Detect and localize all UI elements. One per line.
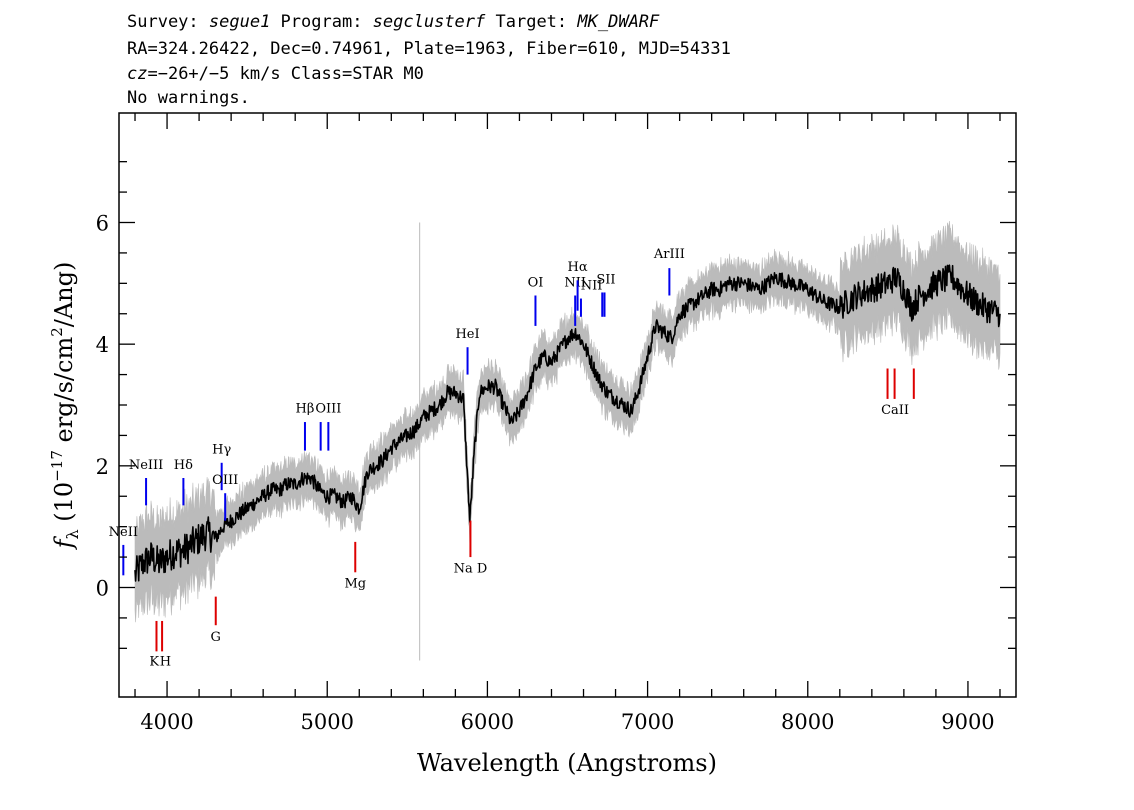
x-tick-label-8000: 8000 xyxy=(781,710,834,734)
y-tick-label-2: 2 xyxy=(96,455,109,479)
emission-label-11: Hα xyxy=(568,260,588,275)
x-tick-label-9000: 9000 xyxy=(941,710,994,734)
header-line-1: Survey: segue1 Program: segclusterf Targ… xyxy=(127,12,660,32)
absorption-label-3: Mg xyxy=(344,577,366,592)
emission-label-9: OI xyxy=(528,275,544,290)
noise-band xyxy=(134,220,1001,661)
emission-label-5: Hβ xyxy=(296,401,315,416)
x-tick-label-6000: 6000 xyxy=(461,710,514,734)
emission-label-3: Hγ xyxy=(212,443,231,458)
survey-value: segue1 xyxy=(208,12,271,32)
absorption-label-4: Na D xyxy=(454,561,488,576)
emission-label-4: OIII xyxy=(212,473,238,488)
header-line-3: cz=−26+/−5 km/s Class=STAR M0 xyxy=(127,64,424,84)
axes: 4000 5000 6000 7000 8000 9000 0 2 4 6 xyxy=(96,112,1017,734)
flux-series xyxy=(134,264,1001,582)
emission-label-1: NeIII xyxy=(129,458,163,473)
header-line-4: No warnings. xyxy=(127,88,250,108)
x-axis-label: Wavelength (Angstroms) xyxy=(417,749,717,777)
target-value: MK_DWARF xyxy=(577,12,660,32)
y-axis-label: fλ (10−17 erg/s/cm2/Ang) xyxy=(48,262,82,551)
absorption-label-6: CaII xyxy=(881,403,909,418)
emission-label-13: SII xyxy=(596,272,615,287)
y-tick-label-4: 4 xyxy=(96,333,109,357)
y-tick-label-6: 6 xyxy=(96,212,109,236)
emission-label-0: NeII xyxy=(109,525,138,540)
emission-label-12: NII xyxy=(581,278,603,293)
emission-label-15: ArIII xyxy=(653,247,685,262)
emission-label-2: Hδ xyxy=(174,458,193,473)
x-tick-label-4000: 4000 xyxy=(140,710,193,734)
absorption-label-2: G xyxy=(211,630,221,645)
emission-label-7: OIII xyxy=(315,401,341,416)
flux-line xyxy=(134,264,1001,582)
y-tick-label-0: 0 xyxy=(96,577,109,601)
absorption-label-1: H xyxy=(160,654,171,669)
x-tick-label-7000: 7000 xyxy=(621,710,674,734)
program-value: segclusterf xyxy=(372,12,486,32)
header-line-2: RA=324.26422, Dec=0.74961, Plate=1963, F… xyxy=(127,39,731,59)
absorption-label-0: K xyxy=(149,654,159,669)
x-tick-label-5000: 5000 xyxy=(301,710,354,734)
emission-label-8: HeI xyxy=(455,327,479,342)
emission-label-10: NII xyxy=(564,275,586,290)
